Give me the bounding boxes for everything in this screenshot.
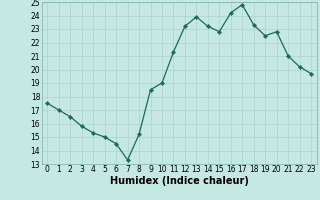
X-axis label: Humidex (Indice chaleur): Humidex (Indice chaleur) xyxy=(110,176,249,186)
